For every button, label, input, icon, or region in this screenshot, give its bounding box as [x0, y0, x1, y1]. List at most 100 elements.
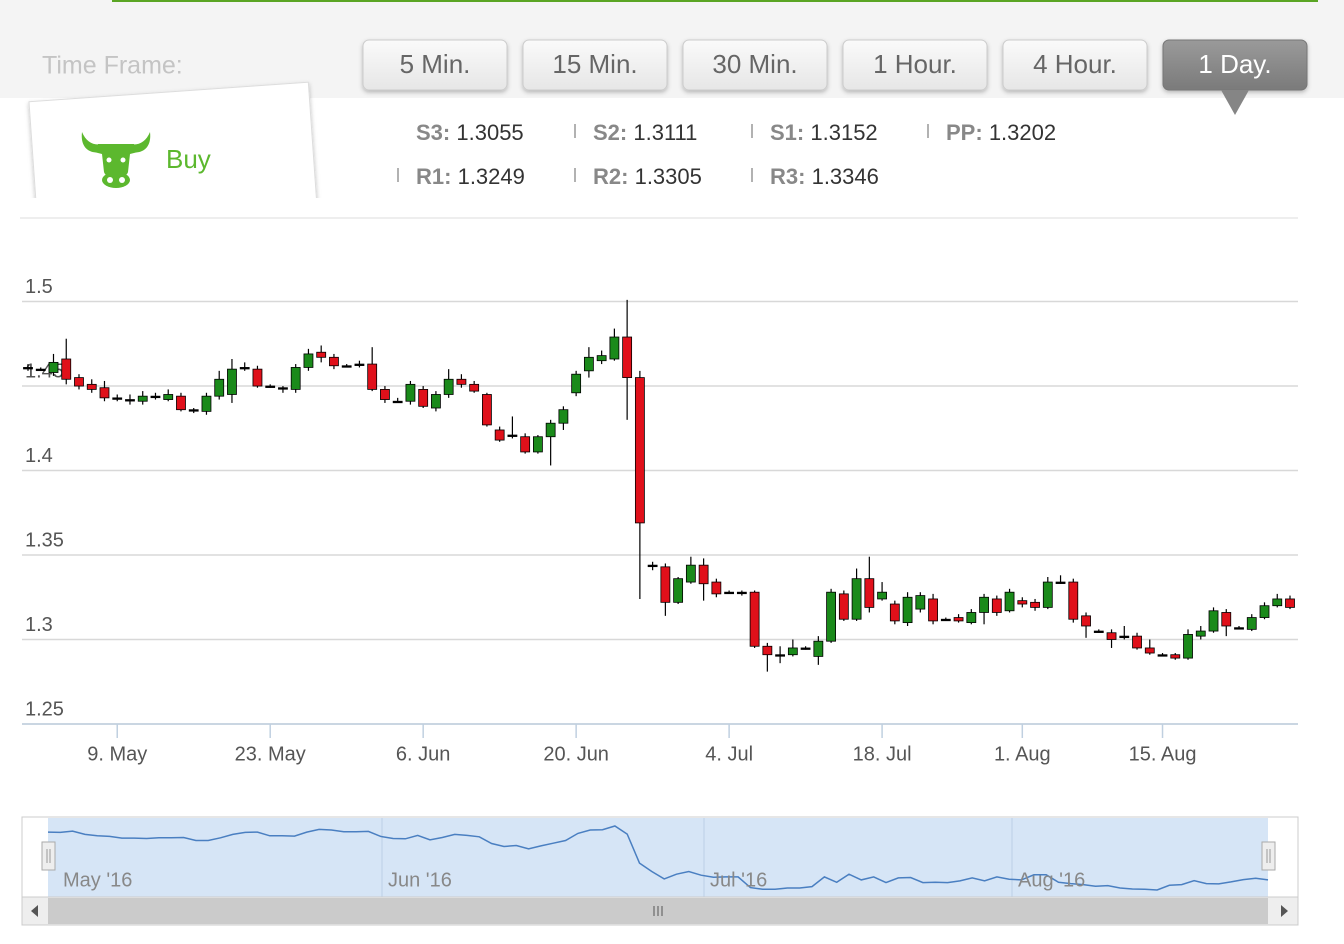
candle-body [1017, 600, 1028, 605]
y-tick-label: 1.25 [25, 698, 64, 720]
candle-body [1106, 632, 1117, 640]
candle-body [558, 409, 569, 424]
candle-body [1234, 627, 1244, 630]
scrollbar-grip [653, 906, 663, 916]
candle-body [1208, 610, 1219, 632]
pivot-value: 1.3152 [810, 120, 877, 145]
candle-body [736, 591, 747, 595]
candle-body [787, 647, 798, 656]
timeframe-button[interactable]: 30 Min. [682, 39, 828, 91]
scroll-left[interactable] [31, 905, 38, 917]
handle-grip [46, 849, 51, 863]
candle-body [647, 564, 658, 568]
candle-body [838, 593, 849, 620]
candle-body [456, 378, 467, 385]
y-tick-label: 1.4 [25, 445, 53, 467]
candle-body [74, 377, 84, 387]
button-face[interactable] [362, 39, 508, 91]
x-tick-label: 23. May [235, 743, 306, 765]
candle-body [112, 397, 123, 400]
button-label[interactable]: 15 Min. [552, 49, 637, 79]
scroll-right[interactable] [1281, 905, 1288, 917]
button-label[interactable]: 1 Hour. [873, 49, 957, 79]
candle-body [1259, 605, 1270, 618]
x-tick-label: 9. May [87, 743, 147, 765]
pivot: S2: 1.3111 [593, 120, 697, 145]
candle-body [367, 363, 378, 390]
candle-body [265, 385, 276, 388]
navigator-label: May '16 [63, 869, 132, 891]
candle-body [1157, 654, 1168, 657]
x-tick-label: 20. Jun [543, 743, 609, 765]
candle-body [889, 603, 900, 622]
pivot-name: R1: [416, 164, 451, 189]
timeframe-button[interactable]: 15 Min. [522, 39, 668, 91]
pivot-value: 1.3111 [633, 120, 697, 145]
candle-body [864, 578, 875, 608]
navigator-handle[interactable] [41, 841, 56, 871]
candle-body [431, 394, 441, 409]
navigator-handle[interactable] [1261, 841, 1276, 871]
button-face[interactable] [842, 39, 988, 91]
button-face[interactable] [522, 39, 668, 91]
button-face[interactable] [1002, 39, 1148, 91]
candle-body [1042, 581, 1053, 608]
x-tick-label: 6. Jun [396, 743, 450, 765]
button-label[interactable]: 30 Min. [712, 49, 797, 79]
candle-body [915, 595, 926, 610]
pivot-name: S2: [593, 120, 627, 145]
navigator-label: Jun '16 [388, 869, 452, 891]
pivot-name: R3: [770, 164, 805, 189]
candle-body [813, 640, 824, 657]
candle-body [1272, 598, 1283, 607]
timeframe-button[interactable]: 1 Hour. [842, 39, 988, 91]
candle-body [163, 394, 174, 400]
pivot-name: R2: [593, 164, 628, 189]
navigator-label: Aug '16 [1018, 869, 1085, 891]
x-tick-label: 15. Aug [1129, 743, 1197, 765]
candle-body [1221, 612, 1232, 627]
candle-body [1285, 598, 1295, 608]
x-tick-label: 18. Jul [853, 743, 912, 765]
button-face[interactable] [682, 39, 828, 91]
pivots: S3: 1.3055 S2: 1.3111 S1: 1.3152 PP: 1.3202… [397, 120, 1056, 189]
candle-body [660, 566, 671, 603]
candle-body [278, 387, 288, 390]
candle-body [826, 591, 836, 642]
pivot-name: S1: [770, 120, 804, 145]
buttons: 5 Min. 15 Min. 30 Min. 1 Hour. 4 Hour. 1 Day. [362, 39, 1308, 115]
candle-body [953, 617, 964, 622]
candle-body [329, 356, 339, 367]
candle-body [188, 409, 199, 412]
candle-body [1132, 635, 1142, 649]
candle-body [316, 351, 327, 358]
button-label[interactable]: 1 Day. [1198, 49, 1271, 79]
timeframe-button[interactable]: 1 Day. [1162, 39, 1308, 115]
candle-body [341, 365, 352, 368]
candle-body [443, 378, 454, 395]
candle-body [482, 394, 492, 426]
pivot-value: 1.3305 [635, 164, 702, 189]
candle-body [354, 363, 365, 366]
candle-body [634, 377, 645, 524]
time-frame-label: Time Frame: [42, 52, 183, 80]
top-rule [112, 0, 1318, 2]
button-label[interactable]: 5 Min. [400, 49, 471, 79]
timeframe-button[interactable]: 5 Min. [362, 39, 508, 91]
candle-body [1068, 581, 1079, 620]
button-label[interactable]: 4 Hour. [1033, 49, 1117, 79]
candle-body [23, 367, 33, 370]
candle-body [928, 598, 938, 622]
candle-body [711, 581, 722, 595]
candle-body [239, 367, 250, 370]
timeframe-button[interactable]: 4 Hour. [1002, 39, 1148, 91]
candle-body [775, 654, 786, 657]
candle-body [762, 645, 773, 656]
candle-body [1195, 630, 1206, 637]
y-tick-label: 1.35 [25, 529, 64, 551]
pivot-value: 1.3202 [989, 120, 1056, 145]
candle-body [991, 598, 1002, 613]
candle-body [469, 383, 480, 392]
candle-body [507, 434, 518, 437]
